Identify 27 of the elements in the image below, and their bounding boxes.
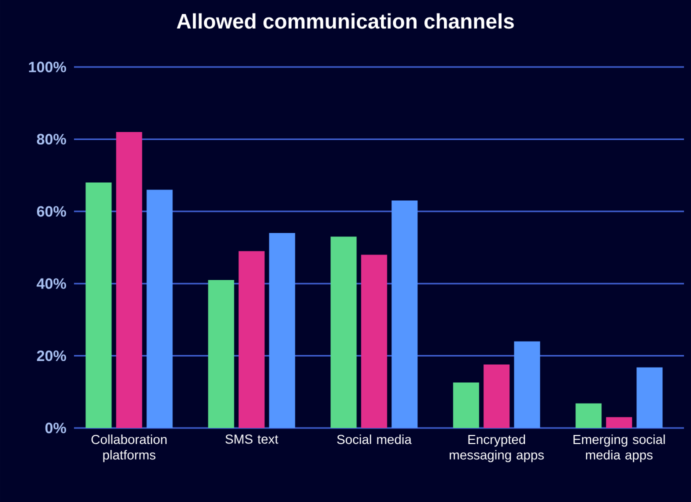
- y-tick-label: 20%: [36, 350, 66, 362]
- bar: [86, 182, 112, 428]
- x-tick-label: SMS text: [225, 434, 278, 444]
- bar: [330, 236, 357, 428]
- bar: [116, 132, 142, 428]
- chart-title: Allowed communication channels: [176, 13, 514, 29]
- bar: [636, 367, 663, 428]
- bar: [514, 341, 540, 428]
- x-tick-label: Encrypted messaging apps: [450, 434, 544, 462]
- bar: [576, 403, 602, 428]
- bar: [146, 190, 173, 428]
- x-tick-label: Social media: [337, 434, 412, 444]
- x-tick-label: Collaboration platforms: [91, 434, 167, 462]
- y-tick-label: 40%: [36, 278, 66, 289]
- y-tick-label: 60%: [37, 206, 66, 217]
- bar: [361, 254, 388, 428]
- y-tick-label: 100%: [29, 62, 66, 72]
- x-tick-label: Emerging social media apps: [574, 434, 665, 462]
- bar: [453, 382, 480, 428]
- y-tick-label: 0%: [45, 422, 66, 434]
- bar: [208, 280, 234, 428]
- bar: [606, 417, 632, 428]
- bar: [269, 233, 296, 428]
- bar: [392, 200, 418, 428]
- bar: [484, 364, 510, 428]
- y-tick-label: 80%: [36, 134, 66, 144]
- bar: [238, 251, 265, 428]
